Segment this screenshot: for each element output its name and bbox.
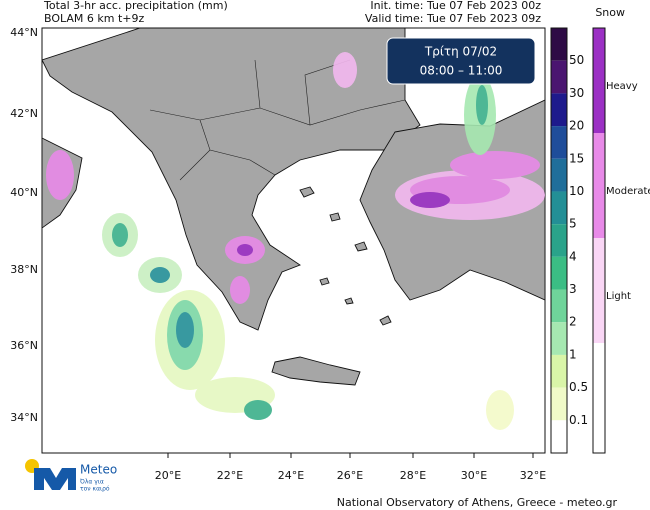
snow-legend-title: Snow (595, 6, 625, 19)
init-time: Init. time: Tue 07 Feb 2023 00z (370, 0, 541, 12)
snow-color-step (593, 28, 605, 133)
snow-level-label: Moderate (606, 186, 650, 197)
precip-level-label: 10 (569, 184, 584, 198)
logo-name: Meteo (80, 463, 117, 477)
precip-legend: 50 30 20 15 10 5 4 3 2 1 0.5 0.1 (550, 27, 588, 454)
lon-labels: 20°E 22°E 24°E 26°E 28°E 30°E 32°E (155, 453, 546, 482)
precip-level-label: 0.1 (569, 413, 588, 427)
precip-color-step (551, 126, 567, 159)
snow-color-step (593, 133, 605, 238)
time-box (386, 37, 536, 85)
precip-level-label: 50 (569, 53, 584, 67)
lon-label: 32°E (520, 469, 546, 482)
snow-level-label: Heavy (606, 81, 638, 92)
lat-label: 36°N (10, 339, 38, 352)
lon-label: 22°E (217, 469, 243, 482)
precip-level-label: 1 (569, 347, 577, 361)
precip-level-label: 2 (569, 315, 577, 329)
time-box-hours: 08:00 – 11:00 (420, 64, 503, 78)
logo-tagline: Όλα για (79, 479, 104, 486)
precipitation (46, 52, 545, 430)
logo: Meteo Όλα για τον καιρό (25, 459, 117, 493)
precip-color-step (551, 224, 567, 257)
precip-level-label: 20 (569, 119, 584, 133)
lon-label: 20°E (155, 469, 181, 482)
lat-label: 44°N (10, 26, 38, 39)
precip-level-label: 15 (569, 151, 584, 165)
snow-color-step (593, 238, 605, 343)
lat-labels: 44°N 42°N 40°N 38°N 36°N 34°N (10, 26, 38, 424)
islands (299, 186, 392, 326)
precip-color-step (551, 289, 567, 323)
lat-label: 38°N (10, 263, 38, 276)
map-area: Τρίτη 07/02 08:00 – 11:00 (41, 27, 546, 454)
lon-label: 24°E (278, 469, 304, 482)
precip-color-step (551, 93, 567, 127)
precip-level-label: 0.5 (569, 380, 588, 394)
model-label: BOLAM 6 km t+9z (44, 12, 145, 25)
lat-label: 42°N (10, 107, 38, 120)
crete-land (271, 356, 361, 386)
precip-color-step (551, 387, 567, 421)
precip-level-label: 4 (569, 249, 577, 263)
snow-legend: Heavy Moderate Light (592, 27, 650, 454)
precip-color-step (551, 191, 567, 225)
precip-color-step (551, 420, 567, 453)
lon-label: 28°E (400, 469, 426, 482)
lat-label: 40°N (10, 186, 38, 199)
precip-color-step (551, 28, 567, 61)
balkans-land (42, 28, 421, 331)
snow-bar-frame (592, 27, 606, 454)
logo-tagline: τον καιρό (80, 486, 110, 493)
precip-bar-frame (550, 27, 568, 454)
map-title: Total 3-hr acc. precipitation (mm) (43, 0, 228, 12)
precip-color-step (551, 158, 567, 192)
precip-level-label: 5 (569, 217, 577, 231)
valid-time: Valid time: Tue 07 Feb 2023 09z (365, 12, 541, 25)
lon-label: 30°E (461, 469, 487, 482)
precip-color-step (551, 354, 567, 388)
country-borders (149, 59, 406, 181)
time-box-day: Τρίτη 07/02 (424, 45, 497, 59)
precip-level-label: 30 (569, 86, 584, 100)
lon-label: 26°E (337, 469, 363, 482)
precip-color-step (551, 256, 567, 290)
precip-level-label: 3 (569, 282, 577, 296)
map-content (42, 28, 545, 430)
snow-level-label: Light (606, 291, 631, 302)
precip-color-step (551, 322, 567, 355)
logo-mark (34, 468, 76, 490)
lat-label: 34°N (10, 411, 38, 424)
footer: National Observatory of Athens, Greece -… (337, 496, 618, 509)
precip-color-step (551, 60, 567, 94)
